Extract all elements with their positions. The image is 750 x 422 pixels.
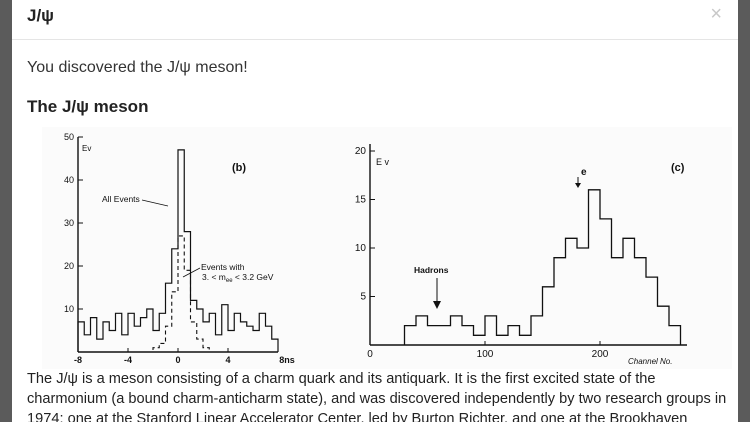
modal-title: J/ψ [27,6,54,25]
discovery-message: You discovered the J/ψ meson! [27,59,248,76]
panel-b-x-tick-label: 0 [175,355,180,365]
panel-c-y-tick-label: 10 [355,243,367,254]
panel-b-x-tick-label: -4 [124,355,132,365]
panel-b-y-ticks: 50 40 30 20 10 [64,132,83,314]
panel-c-x-label: Channel No. [628,357,672,366]
panel-b-x-tick-label: 8ns [279,355,295,365]
meson-description: The J/ψ is a meson consisting of a charm… [27,371,727,422]
panel-c-x-tick-label: 0 [367,349,373,360]
panel-c-x-ticks: 0 100 200 [367,341,609,360]
panel-c-chart: 20 15 10 5 0 100 200 E v (c) Hadrons e Channe… [355,144,687,366]
panel-b-events-with-annotation: Events with [201,262,245,272]
panel-b-y-tick-label: 50 [64,132,74,142]
panel-b-y-tick-label: 20 [64,261,74,271]
panel-b-x-ticks: -8 -4 0 4 8ns [74,348,295,365]
panel-c-x-tick-label: 100 [477,349,494,360]
panel-c-y-label: E v [376,157,390,167]
panel-c-e-arrowhead [575,183,581,188]
panel-b-y-tick-label: 10 [64,304,74,314]
panel-b-events-with-pointer [182,267,201,278]
panel-b-chart: 50 40 30 20 10 -8 -4 0 4 8ns Ev (b) All Events E… [64,132,295,365]
panel-c-y-tick-label: 15 [355,195,367,206]
panel-c-label: (c) [671,162,685,174]
panel-b-y-tick-label: 30 [64,218,74,228]
panel-b-x-tick-label: 4 [225,355,230,365]
section-heading: The J/ψ meson [27,97,149,116]
panel-b-all-events-annotation: All Events [102,194,140,204]
panel-c-hadrons-arrowhead [433,301,441,309]
panel-c-y-tick-label: 20 [355,146,367,157]
panel-c-y-ticks: 20 15 10 5 [355,146,375,303]
panel-c-x-tick-label: 200 [592,349,609,360]
panel-b-y-tick-label: 40 [64,175,74,185]
panel-b-x-tick-label: -8 [74,355,82,365]
histogram-figure: 50 40 30 20 10 -8 -4 0 4 8ns Ev (b) All Events E… [42,127,732,369]
panel-b-y-label: Ev [82,144,91,153]
panel-c-y-tick-label: 5 [360,292,366,303]
panel-b-mass-range-annotation: 3. < mee < 3.2 GeV [202,272,274,284]
panel-c-e-annotation: e [581,167,587,178]
panel-c-hadrons-annotation: Hadrons [414,265,449,275]
panel-b-all-events-pointer [141,199,169,207]
panel-b-all-events-histogram [77,149,279,352]
modal-dialog: J/ψ × You discovered the J/ψ meson! The … [12,0,738,422]
modal-header: J/ψ × [12,0,738,40]
panel-b-mass-cut-histogram [78,235,278,353]
panel-b-label: (b) [232,162,246,174]
close-icon[interactable]: × [710,3,722,25]
panel-c-histogram [403,189,682,345]
